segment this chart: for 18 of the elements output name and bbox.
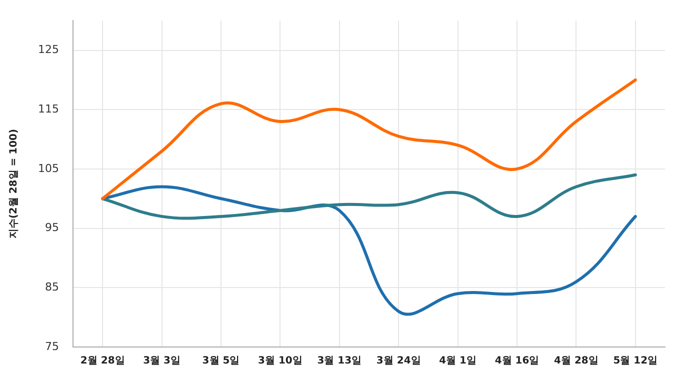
x-tick-label: 4월 1일 <box>439 356 476 367</box>
x-tick-label: 4월 28일 <box>554 356 598 367</box>
line-series <box>101 78 637 200</box>
x-tick-label: 3월 13일 <box>317 356 362 367</box>
x-tick-label: 5월 12일 <box>613 356 658 367</box>
x-tick-label: 3월 5일 <box>202 356 240 367</box>
x-tick-label: 3월 24일 <box>376 356 421 367</box>
y-tick-label: 125 <box>38 43 59 56</box>
y-tick-label: 105 <box>38 162 59 175</box>
x-tick-label: 3월 10일 <box>258 356 302 367</box>
x-tick-label: 2월 28일 <box>80 356 125 367</box>
y-tick-label: 115 <box>38 102 59 116</box>
x-tick-label: 4월 16일 <box>494 356 540 367</box>
y-axis-title: 지수(2월 28일 = 100) <box>8 128 20 239</box>
x-tick-label: 3월 3일 <box>143 356 180 367</box>
y-tick-label: 95 <box>44 221 59 234</box>
y-tick-label: 75 <box>44 340 59 353</box>
y-tick-label: 85 <box>44 280 59 294</box>
